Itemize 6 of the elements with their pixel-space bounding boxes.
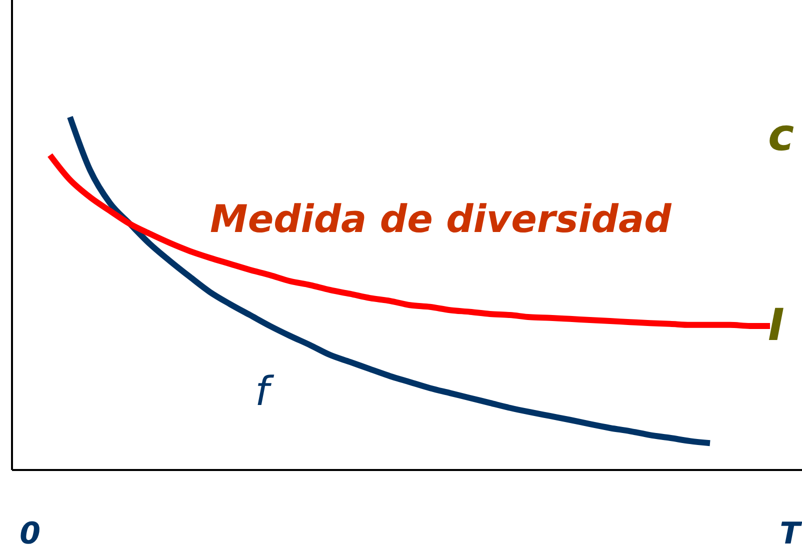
series-label: f bbox=[255, 369, 275, 415]
series-label: Medida de diversidad bbox=[210, 197, 672, 241]
x-tick-label: 0 bbox=[20, 516, 40, 551]
annotation: I bbox=[768, 300, 784, 351]
x-tick-label: T bbox=[780, 516, 802, 551]
annotation: c bbox=[768, 110, 794, 161]
